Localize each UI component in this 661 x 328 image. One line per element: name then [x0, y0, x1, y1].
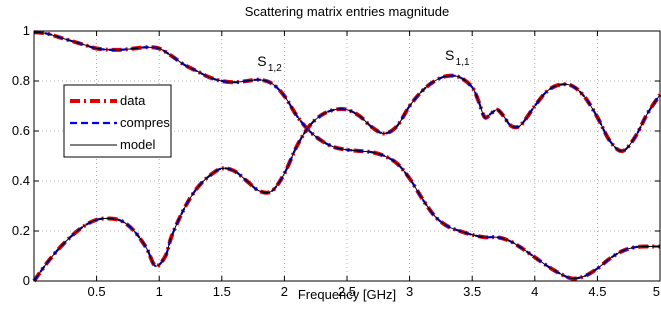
- curve-1-model-line: [33, 31, 661, 280]
- x-tick-label: 1.5: [213, 284, 231, 299]
- y-tick-label: 1: [23, 23, 30, 38]
- x-tick-label: 5: [653, 284, 660, 299]
- y-tick-label: 0: [23, 273, 30, 288]
- annotation-label: S: [445, 47, 454, 63]
- annotation-subscript: 1,1: [456, 57, 470, 68]
- chart-curves: [32, 30, 661, 283]
- chart-title: Scattering matrix entries magnitude: [245, 4, 449, 19]
- x-tick-label: 0.5: [88, 284, 106, 299]
- x-tick-label: 3.5: [463, 284, 481, 299]
- annotation-subscript: 1,2: [268, 63, 282, 74]
- x-axis-label: Frequency [GHz]: [298, 287, 396, 302]
- x-tick-label: 3: [406, 284, 413, 299]
- x-tick-label: 4: [531, 284, 538, 299]
- legend-label-data: data: [120, 93, 146, 108]
- x-tick-label: 2.5: [338, 284, 356, 299]
- x-tick-label: 4.5: [588, 284, 606, 299]
- annotation-label: S: [257, 53, 266, 69]
- legend-label-model: model: [120, 137, 156, 152]
- curve-annotations: S 1,2S 1,1: [257, 47, 470, 74]
- y-tick-label: 0.8: [12, 73, 30, 88]
- y-tick-label: 0.6: [12, 123, 30, 138]
- curve-2-model-line: [33, 75, 661, 282]
- axis-ticks: 0.5 1 1.5 2 2.5 3 3.5 4 4.5 5 0 0.2 0.4 0.6 0.8 1: [12, 23, 661, 299]
- legend-label-compres: compres: [120, 115, 170, 130]
- x-tick-label: 1: [156, 284, 163, 299]
- y-tick-label: 0.2: [12, 223, 30, 238]
- legend: data compres model: [63, 84, 172, 158]
- y-tick-label: 0.4: [12, 173, 30, 188]
- x-tick-label: 2: [281, 284, 288, 299]
